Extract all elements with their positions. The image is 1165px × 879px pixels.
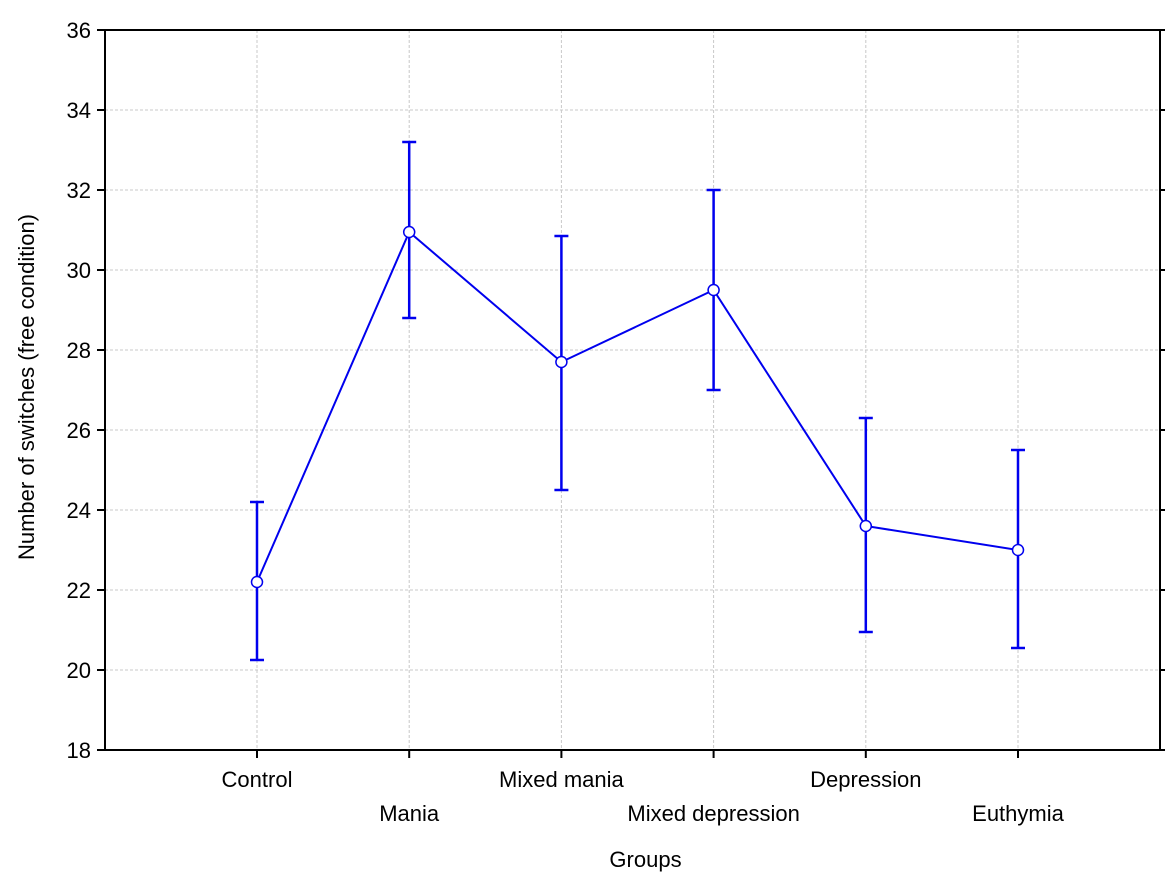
plot-frame bbox=[104, 29, 1161, 751]
x-tick-label: Mixed depression bbox=[627, 801, 799, 826]
y-tick-label: 36 bbox=[67, 18, 91, 43]
x-tick-label: Depression bbox=[810, 767, 921, 792]
y-axis-title: Number of switches (free condition) bbox=[14, 214, 39, 560]
x-tick-label: Control bbox=[222, 767, 293, 792]
y-tick-label: 20 bbox=[67, 658, 91, 683]
data-point bbox=[859, 519, 873, 533]
x-axis-title: Groups bbox=[609, 847, 681, 872]
y-tick-label: 32 bbox=[67, 178, 91, 203]
data-point bbox=[1011, 543, 1025, 557]
y-tick-label: 30 bbox=[67, 258, 91, 283]
data-point bbox=[402, 225, 416, 239]
series-line bbox=[256, 230, 1019, 583]
x-tick-label: Mania bbox=[379, 801, 440, 826]
y-tick-label: 18 bbox=[67, 738, 91, 763]
y-axis: 18 20 22 24 26 28 30 32 34 36 bbox=[67, 18, 1165, 763]
y-tick-label: 22 bbox=[67, 578, 91, 603]
x-tick-label: Euthymia bbox=[972, 801, 1064, 826]
data-points bbox=[250, 225, 1025, 589]
data-point bbox=[707, 283, 720, 297]
y-tick-label: 34 bbox=[67, 98, 91, 123]
data-point bbox=[250, 575, 264, 589]
y-tick-label: 24 bbox=[67, 498, 91, 523]
data-point bbox=[555, 355, 568, 369]
y-tick-label: 28 bbox=[67, 338, 91, 363]
x-tick-label: Mixed mania bbox=[499, 767, 624, 792]
error-bars bbox=[250, 140, 1025, 662]
y-tick-label: 26 bbox=[67, 418, 91, 443]
grid-lines bbox=[105, 30, 1160, 750]
